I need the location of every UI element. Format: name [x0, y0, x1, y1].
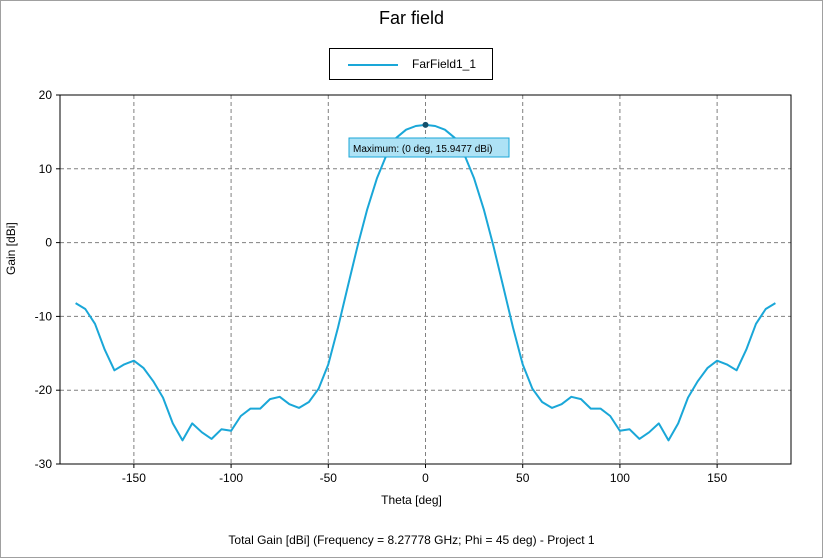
legend-swatch-farfield1-1 [348, 64, 398, 66]
x-tick-label: -50 [320, 471, 338, 485]
y-tick-label: 20 [39, 88, 53, 102]
max-annotation-text: Maximum: (0 deg, 15.9477 dBi) [353, 144, 493, 155]
y-tick-label: -20 [35, 383, 53, 397]
chart-caption: Total Gain [dBi] (Frequency = 8.27778 GH… [228, 533, 595, 547]
legend[interactable]: FarField1_1 [329, 48, 493, 80]
y-tick-label: -10 [35, 309, 53, 323]
x-tick-label: -150 [122, 471, 146, 485]
y-tick-label: 10 [39, 162, 53, 176]
legend-label-farfield1-1: FarField1_1 [412, 57, 477, 71]
y-tick-label: 0 [45, 236, 52, 250]
x-tick-label: 0 [422, 471, 429, 485]
x-tick-label: -100 [219, 471, 243, 485]
x-tick-label: 50 [516, 471, 530, 485]
max-annotation-box [348, 137, 510, 158]
max-marker [422, 121, 429, 128]
x-axis-label: Theta [deg] [381, 493, 442, 507]
x-tick-label: 100 [610, 471, 630, 485]
y-axis-label-text: Gain [dBi] [4, 222, 18, 275]
x-tick-label: 150 [707, 471, 727, 485]
chart-title: Far field [378, 8, 445, 28]
y-tick-label: -30 [35, 457, 53, 471]
